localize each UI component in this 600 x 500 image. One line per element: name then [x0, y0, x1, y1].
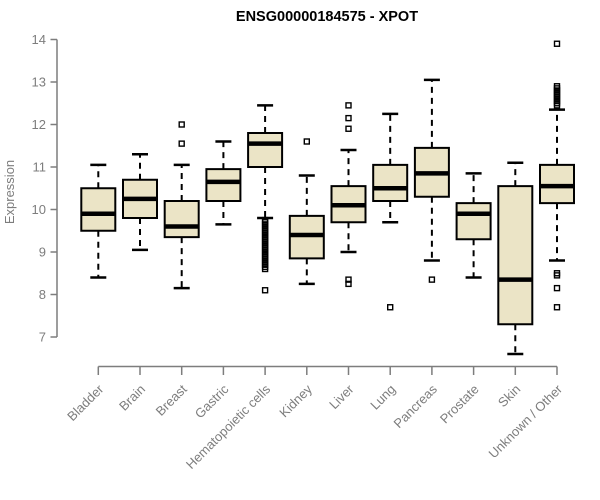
boxplot-group-gastric	[205, 140, 242, 226]
boxplot-group-brain	[122, 153, 158, 252]
boxplot-group-breast	[163, 121, 200, 290]
boxplot-group-pancreas	[413, 78, 450, 283]
box-rect	[163, 200, 200, 239]
outlier-point	[553, 304, 561, 311]
outlier-point	[428, 276, 436, 283]
outlier-point	[553, 40, 561, 47]
x-category-label: Skin	[495, 382, 523, 410]
x-category-label: Kidney	[276, 381, 315, 420]
chart-title: ENSG00000184575 - XPOT	[236, 9, 418, 25]
outlier-point	[178, 140, 185, 147]
y-axis-title: Expression	[2, 160, 17, 224]
boxplot-group-kidney	[288, 138, 325, 286]
boxplot-group-hematopoietic-cells	[247, 104, 284, 294]
x-category-label: Bladder	[64, 381, 107, 424]
x-category-label: Prostate	[437, 382, 482, 427]
outlier-point	[387, 304, 394, 311]
box-rect	[455, 202, 492, 241]
x-category-label: Gastric	[192, 381, 232, 421]
outlier-point	[261, 287, 269, 294]
box-rect	[372, 163, 409, 202]
outlier-point	[178, 121, 185, 128]
y-tick-label: 10	[32, 202, 46, 217]
x-category-label: Liver	[326, 381, 357, 412]
y-tick-label: 13	[32, 75, 46, 90]
y-tick-label: 8	[39, 287, 46, 302]
x-category-label: Lung	[367, 382, 398, 413]
boxplot-group-bladder	[80, 163, 117, 279]
outlier-point	[345, 276, 352, 283]
outlier-point	[345, 280, 352, 288]
x-category-label: Pancreas	[391, 381, 441, 431]
outlier-point	[303, 138, 310, 145]
outlier-point	[553, 284, 561, 292]
box-rect	[205, 168, 242, 202]
x-category-label: Breast	[153, 381, 190, 418]
box-rect	[80, 187, 117, 232]
y-tick-label: 11	[33, 160, 47, 175]
outlier-point	[553, 272, 561, 279]
boxplot-group-skin	[497, 161, 534, 356]
y-tick-label: 12	[32, 117, 46, 132]
outlier-point	[345, 102, 352, 109]
y-tick-label: 9	[39, 245, 46, 260]
boxplot-group-liver	[330, 102, 367, 288]
x-category-label: Brain	[116, 382, 148, 414]
boxplot-group-prostate	[455, 172, 492, 279]
outlier-point	[261, 265, 269, 273]
box-rect	[497, 185, 534, 326]
boxplot-group-lung	[372, 112, 409, 311]
outlier-point	[553, 102, 561, 109]
boxplot-group-unknown-other	[539, 40, 575, 311]
outlier-point	[345, 114, 352, 122]
y-tick-label: 14	[32, 32, 46, 47]
box-rect	[247, 132, 284, 168]
box-series	[80, 40, 575, 356]
x-category-label: Unknown / Other	[486, 381, 566, 461]
outlier-point	[345, 125, 352, 132]
y-tick-label: 7	[39, 330, 46, 345]
